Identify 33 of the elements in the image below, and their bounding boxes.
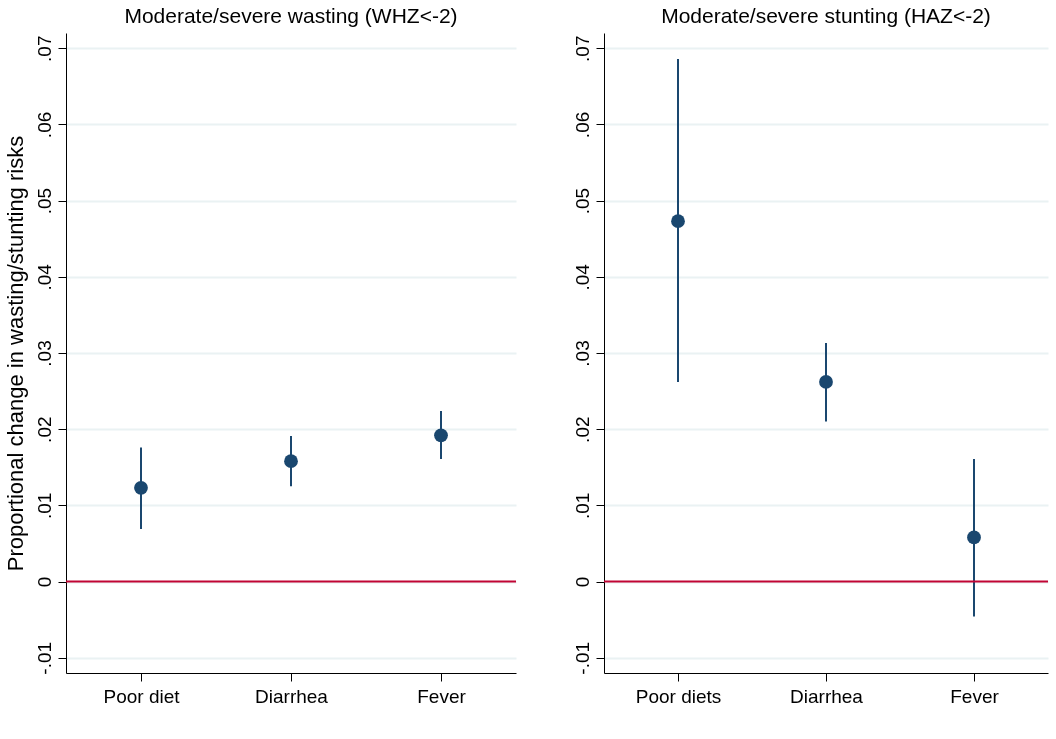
y-tick-label: .04 (571, 263, 593, 291)
y-tick-label: .07 (571, 35, 593, 62)
y-tick-label: .01 (571, 492, 593, 520)
y-tick-label: 0 (33, 576, 55, 588)
y-tick-label: -.01 (33, 641, 55, 675)
point (284, 454, 298, 469)
x-tick-label: Fever (950, 685, 1000, 707)
point (434, 428, 448, 443)
y-tick-label: .07 (33, 35, 55, 62)
y-tick-label: .03 (33, 340, 55, 367)
point (967, 530, 981, 545)
x-tick-label: Diarrhea (255, 685, 329, 707)
y-tick-label: .06 (571, 111, 593, 139)
y-tick-label: .02 (571, 416, 593, 443)
y-axis-title: Proportional change in wasting/stunting risks (2, 135, 28, 572)
y-tick-label: .03 (571, 340, 593, 367)
y-tick-label: .04 (33, 263, 55, 291)
y-tick-label: .05 (33, 187, 55, 215)
y-tick-label: .06 (33, 111, 55, 139)
x-tick-label: Diarrhea (790, 685, 864, 707)
y-tick-label: 0 (571, 576, 593, 588)
y-tick-label: -.01 (571, 641, 593, 675)
point (134, 480, 148, 495)
chart-title: Moderate/severe wasting (WHZ<-2) (124, 4, 458, 27)
point (819, 375, 833, 389)
y-tick-label: .02 (33, 416, 55, 443)
chart-title: Moderate/severe stunting (HAZ<-2) (661, 4, 991, 27)
point (671, 214, 685, 229)
x-tick-label: Poor diet (103, 685, 181, 707)
x-tick-label: Poor diets (635, 685, 722, 707)
y-tick-label: .01 (33, 492, 55, 520)
y-tick-label: .05 (571, 187, 593, 215)
x-tick-label: Fever (417, 685, 467, 707)
